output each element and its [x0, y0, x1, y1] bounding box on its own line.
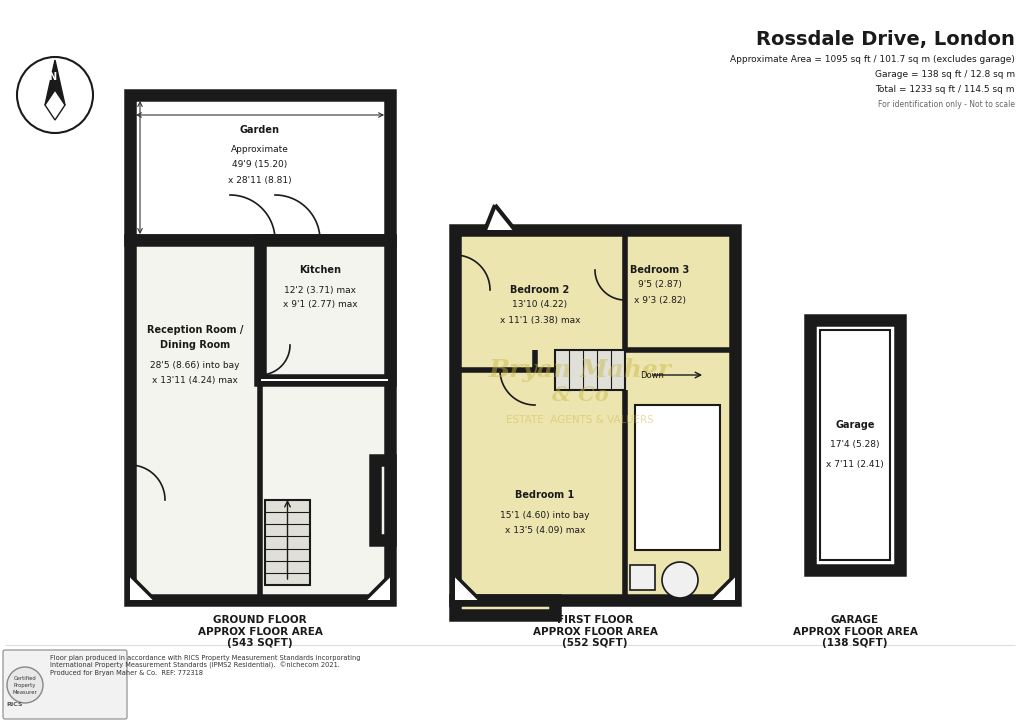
Text: 15'1 (4.60) into bay: 15'1 (4.60) into bay	[499, 510, 589, 520]
Bar	[809, 320, 899, 570]
Text: Garden: Garden	[239, 125, 280, 135]
Text: Certified: Certified	[13, 675, 37, 680]
Text: Rossdale Drive, London: Rossdale Drive, London	[755, 30, 1014, 49]
Text: 17'4 (5.28): 17'4 (5.28)	[829, 441, 878, 449]
Text: For identification only - Not to scale: For identification only - Not to scale	[877, 100, 1014, 109]
Text: N: N	[48, 72, 56, 82]
Bar	[129, 240, 389, 600]
Text: 12'2 (3.71) max: 12'2 (3.71) max	[283, 286, 356, 294]
Text: GROUND FLOOR
APPROX FLOOR AREA
(543 SQFT): GROUND FLOOR APPROX FLOOR AREA (543 SQFT…	[198, 615, 322, 648]
Text: 13'10 (4.22): 13'10 (4.22)	[512, 300, 567, 310]
Text: RICS: RICS	[7, 703, 23, 708]
Polygon shape	[709, 575, 735, 600]
Text: Bedroom 3: Bedroom 3	[630, 265, 689, 275]
Text: x 11'1 (3.38) max: x 11'1 (3.38) max	[499, 315, 580, 325]
Polygon shape	[484, 205, 515, 230]
Polygon shape	[454, 575, 480, 600]
Text: Reception Room /: Reception Room /	[147, 325, 243, 335]
Text: x 13'5 (4.09) max: x 13'5 (4.09) max	[504, 526, 585, 534]
Text: Garage = 138 sq ft / 12.8 sq m: Garage = 138 sq ft / 12.8 sq m	[874, 70, 1014, 79]
Text: x 7'11 (2.41): x 7'11 (2.41)	[825, 461, 883, 469]
Bar	[554, 350, 625, 390]
Text: Floor plan produced in accordance with RICS Property Measurement Standards incor: Floor plan produced in accordance with R…	[50, 655, 360, 676]
Polygon shape	[365, 575, 389, 600]
Polygon shape	[129, 575, 155, 600]
Text: Garage: Garage	[835, 420, 874, 430]
Bar	[261, 379, 388, 381]
Text: Property: Property	[14, 683, 36, 688]
Text: FIRST FLOOR
APPROX FLOOR AREA
(552 SQFT): FIRST FLOOR APPROX FLOOR AREA (552 SQFT)	[532, 615, 657, 648]
Text: Approximate Area = 1095 sq ft / 101.7 sq m (excludes garage): Approximate Area = 1095 sq ft / 101.7 sq…	[730, 55, 1014, 64]
Polygon shape	[45, 90, 65, 120]
Text: 9'5 (2.87): 9'5 (2.87)	[638, 281, 682, 289]
Bar	[265, 500, 310, 585]
Text: Bedroom 1: Bedroom 1	[515, 490, 574, 500]
Bar	[454, 230, 735, 600]
Text: Total = 1233 sq ft / 114.5 sq m: Total = 1233 sq ft / 114.5 sq m	[874, 85, 1014, 94]
Text: Bryan Maher: Bryan Maher	[488, 358, 671, 382]
Bar	[630, 565, 654, 590]
Polygon shape	[45, 60, 65, 105]
Text: Bedroom 2: Bedroom 2	[510, 285, 569, 295]
Text: GARAGE
APPROX FLOOR AREA
(138 SQFT): GARAGE APPROX FLOOR AREA (138 SQFT)	[792, 615, 916, 648]
Text: 28'5 (8.66) into bay: 28'5 (8.66) into bay	[150, 361, 239, 369]
Bar	[819, 330, 890, 560]
Text: & Co: & Co	[551, 385, 607, 405]
Bar	[260, 240, 389, 380]
Text: Kitchen: Kitchen	[299, 265, 340, 275]
Text: ESTATE  AGENTS & VALUERS: ESTATE AGENTS & VALUERS	[505, 415, 653, 425]
FancyBboxPatch shape	[3, 650, 127, 719]
Bar	[454, 600, 554, 615]
Text: Dining Room: Dining Room	[160, 340, 230, 350]
Text: Up: Up	[281, 595, 293, 604]
Bar	[129, 95, 389, 240]
Circle shape	[7, 667, 43, 703]
Text: x 13'11 (4.24) max: x 13'11 (4.24) max	[152, 376, 237, 384]
Bar	[375, 460, 389, 540]
Text: x 9'1 (2.77) max: x 9'1 (2.77) max	[282, 300, 357, 310]
Text: Approximate: Approximate	[231, 145, 288, 155]
Bar	[635, 405, 719, 550]
Text: 49'9 (15.20): 49'9 (15.20)	[232, 161, 287, 169]
Text: Measurer: Measurer	[12, 690, 38, 695]
Text: x 28'11 (8.81): x 28'11 (8.81)	[228, 176, 291, 184]
Text: Down: Down	[639, 371, 663, 379]
Text: x 9'3 (2.82): x 9'3 (2.82)	[634, 295, 686, 305]
Circle shape	[661, 562, 697, 598]
